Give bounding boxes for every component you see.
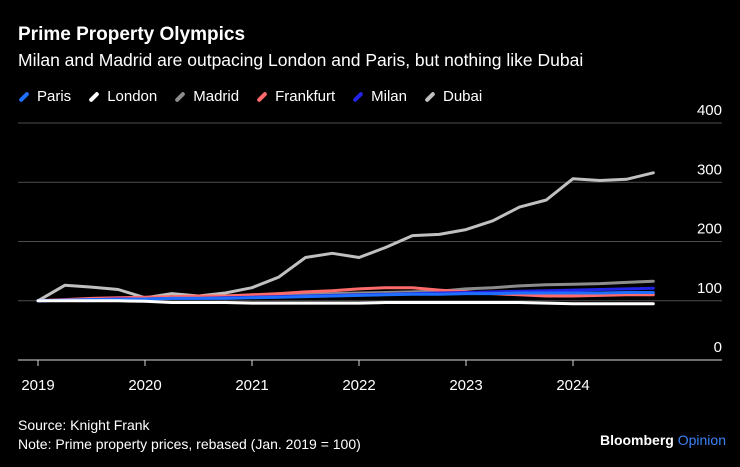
legend-item-london: London (88, 88, 157, 105)
series-dubai (36, 171, 655, 303)
x-tick-label: 2019 (21, 377, 54, 394)
legend-label: Dubai (442, 88, 483, 105)
series-line-dubai (36, 171, 655, 303)
x-tick-label: 2022 (342, 377, 375, 394)
legend-label: Milan (371, 88, 407, 105)
series-frankfurt (36, 286, 655, 303)
brand-logo: Bloomberg Opinion (600, 432, 726, 448)
series-london (36, 299, 655, 306)
legend-label: Madrid (193, 88, 240, 105)
x-tick-label: 2023 (449, 377, 482, 394)
x-tick-label: 2020 (128, 377, 161, 394)
legend-label: London (107, 88, 158, 105)
y-tick-label: 100 (697, 280, 722, 297)
brand-product: Opinion (677, 432, 726, 448)
y-tick-label: 300 (697, 161, 722, 178)
series-line-london (36, 299, 655, 306)
legend-item-madrid: Madrid (174, 88, 239, 105)
series-paris (36, 291, 655, 303)
legend-label: Frankfurt (275, 88, 336, 105)
legend: Paris London Madrid Frankfurt Milan Dubai (18, 88, 499, 105)
chart-subtitle: Milan and Madrid are outpacing London an… (18, 50, 584, 70)
y-tick-label: 400 (697, 102, 722, 119)
legend-item-frankfurt: Frankfurt (256, 88, 335, 105)
source-note: Source: Knight Frank (18, 417, 150, 433)
y-tick-label: 0 (714, 339, 722, 356)
x-tick-label: 2024 (556, 377, 589, 394)
legend-item-dubai: Dubai (424, 88, 482, 105)
series-line-paris (36, 291, 655, 303)
legend-item-milan: Milan (352, 88, 407, 105)
legend-label: Paris (37, 88, 72, 105)
footer: Source: Knight Frank Note: Prime propert… (18, 416, 361, 454)
series-line-frankfurt (36, 286, 655, 303)
y-tick-label: 200 (697, 221, 722, 238)
chart-title: Prime Property Olympics (18, 24, 246, 45)
methodology-note: Note: Prime property prices, rebased (Ja… (18, 436, 361, 452)
legend-item-paris: Paris (18, 88, 71, 105)
x-tick-label: 2021 (235, 377, 268, 394)
brand-name: Bloomberg (599, 432, 674, 448)
